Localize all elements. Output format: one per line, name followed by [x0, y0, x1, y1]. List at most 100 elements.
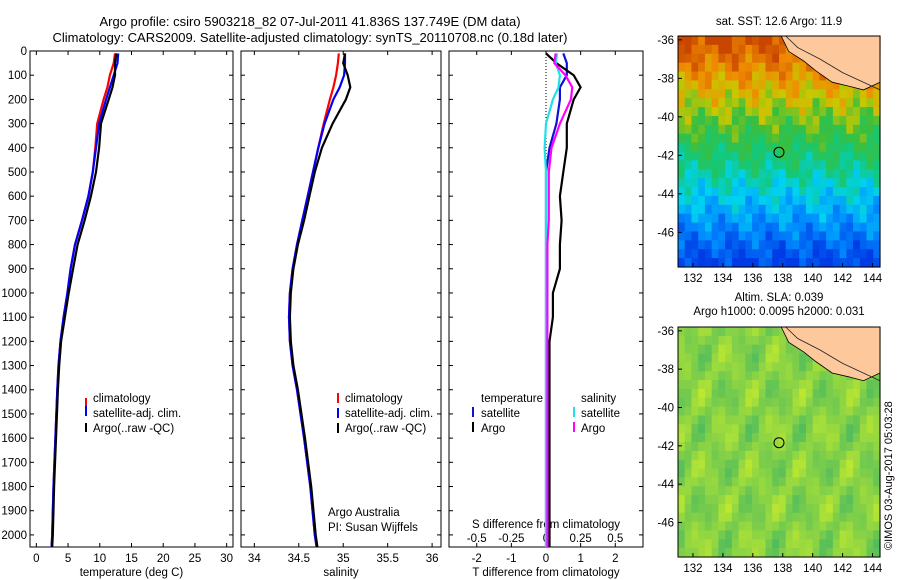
map-cell: [785, 344, 794, 355]
map-cell: [785, 240, 794, 250]
map-cell: [738, 503, 746, 514]
map-cell: [711, 442, 719, 452]
map-cell: [785, 450, 794, 461]
map-cell: [758, 433, 767, 443]
map-cell: [805, 240, 814, 250]
map-cell: [704, 71, 713, 82]
map-cell: [826, 388, 834, 399]
map-cell: [684, 397, 693, 408]
map-cell: [691, 512, 699, 523]
map-cell: [805, 62, 814, 73]
map-sst_map: 132 134 136 138 140 142 144-36-38-40-42-44-46: [657, 35, 882, 285]
map-cell: [758, 222, 767, 233]
map-cell: [678, 213, 686, 224]
map-cell: [725, 124, 733, 135]
series-line-temperature-argo: [545, 52, 582, 547]
map-cell: [873, 477, 881, 487]
map-cell: [779, 142, 787, 153]
map-cell: [812, 213, 820, 224]
map-cell: [758, 133, 767, 144]
map-cell: [859, 240, 868, 250]
map-cell: [785, 495, 794, 505]
map-cell: [691, 258, 699, 268]
x-tick-label: 0: [543, 553, 549, 565]
map-cell: [765, 530, 773, 540]
map-cell: [846, 213, 854, 224]
map-cell: [758, 160, 767, 170]
map-cell: [725, 71, 733, 82]
map-cell: [772, 213, 780, 224]
map-cell: [819, 371, 827, 381]
map-cell: [826, 397, 834, 408]
map-cell: [859, 424, 868, 434]
map-cell: [799, 512, 807, 523]
map-cell: [772, 388, 780, 399]
map-cell: [785, 442, 794, 452]
map-cell: [711, 362, 719, 372]
map-cell: [779, 415, 787, 425]
map-cell: [691, 178, 699, 188]
map-cell: [718, 512, 726, 523]
map-cell: [745, 362, 753, 372]
map-cell: [873, 107, 881, 117]
map-cell: [725, 371, 733, 381]
map-cell: [698, 335, 706, 346]
map-cell: [832, 442, 841, 452]
map-cell: [758, 477, 767, 487]
map-cell: [718, 107, 726, 117]
map-cell: [704, 477, 713, 487]
legend-label-temperature-satellite: satellite: [481, 408, 520, 420]
series-line-salinity-satellite: [543, 53, 562, 547]
map-cell: [839, 258, 847, 268]
map-cell: [826, 258, 834, 268]
map-cell: [765, 195, 773, 206]
map-cell: [704, 142, 713, 153]
map-cell: [698, 503, 706, 514]
map-cell: [738, 468, 746, 478]
map-cell: [718, 362, 726, 372]
map-cell: [691, 433, 699, 443]
map-cell: [718, 415, 726, 425]
map-cell: [758, 44, 767, 55]
map-cell: [859, 187, 868, 197]
map-cell: [758, 231, 767, 241]
map-cell: [826, 477, 834, 487]
map-cell: [678, 406, 686, 417]
map-cell: [711, 539, 719, 549]
map-cell: [731, 98, 740, 108]
map-cell: [684, 222, 693, 233]
map-cell: [765, 380, 773, 390]
map-cell: [772, 204, 780, 215]
map-cell: [684, 406, 693, 417]
map-cell: [711, 98, 719, 108]
map-cell: [731, 142, 740, 153]
map-cell: [873, 459, 881, 470]
map-cell: [853, 424, 861, 434]
map-cell: [772, 433, 780, 443]
map-cell: [839, 539, 847, 549]
map-cell: [859, 442, 868, 452]
map-cell: [839, 397, 847, 408]
map-cell: [785, 539, 794, 549]
map-cell: [752, 521, 760, 532]
map-cell: [853, 539, 861, 549]
map-cell: [698, 327, 706, 337]
map-cell: [758, 187, 767, 197]
map-cell: [731, 442, 740, 452]
map-cell: [678, 249, 686, 259]
map-cell: [718, 424, 726, 434]
title-line-1: Argo profile: csiro 5903218_82 07-Jul-20…: [99, 14, 520, 29]
map-cell: [779, 450, 787, 461]
map-cell: [684, 98, 693, 108]
map-cell: [704, 486, 713, 496]
map-cell: [785, 133, 794, 144]
map-cell: [745, 486, 753, 496]
map-cell: [765, 371, 773, 381]
map-cell: [711, 115, 719, 126]
map-cell: [779, 178, 787, 188]
map-cell: [805, 406, 814, 417]
map-cell: [765, 468, 773, 478]
map-cell: [684, 36, 693, 46]
map-cell: [718, 459, 726, 470]
